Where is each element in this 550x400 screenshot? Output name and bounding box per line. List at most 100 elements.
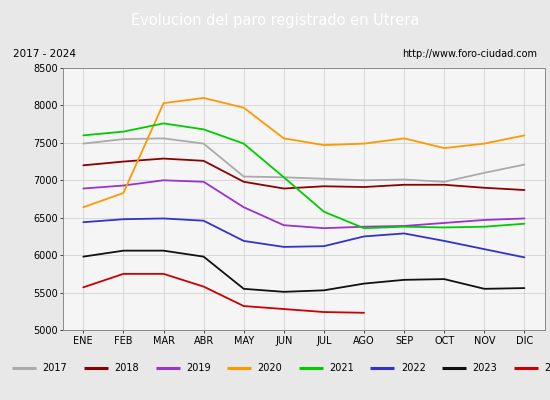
- Text: Evolucion del paro registrado en Utrera: Evolucion del paro registrado en Utrera: [131, 14, 419, 28]
- 2024: [361, 310, 367, 315]
- 2023: [521, 286, 528, 290]
- Text: 2020: 2020: [257, 363, 282, 373]
- 2019: [80, 186, 86, 191]
- 2021: [160, 121, 167, 126]
- 2018: [120, 159, 127, 164]
- 2020: [321, 143, 327, 148]
- 2022: [280, 244, 287, 249]
- 2023: [160, 248, 167, 253]
- 2023: [441, 277, 448, 282]
- 2023: [240, 286, 247, 291]
- 2017: [321, 176, 327, 181]
- 2023: [481, 286, 488, 291]
- 2017: [120, 137, 127, 142]
- 2022: [481, 247, 488, 252]
- 2017: [401, 177, 408, 182]
- 2021: [441, 225, 448, 230]
- 2022: [200, 218, 207, 223]
- 2023: [401, 278, 408, 282]
- 2022: [401, 231, 408, 236]
- 2022: [120, 217, 127, 222]
- 2022: [240, 238, 247, 243]
- 2018: [160, 156, 167, 161]
- 2021: [280, 175, 287, 180]
- 2017: [521, 162, 528, 167]
- 2019: [240, 205, 247, 210]
- 2020: [481, 141, 488, 146]
- 2017: [361, 178, 367, 183]
- 2024: [160, 272, 167, 276]
- 2018: [240, 179, 247, 184]
- 2021: [361, 226, 367, 230]
- 2021: [240, 141, 247, 146]
- Line: 2024: 2024: [83, 274, 364, 313]
- 2021: [481, 224, 488, 229]
- 2018: [200, 158, 207, 163]
- Text: 2019: 2019: [186, 363, 211, 373]
- 2024: [200, 284, 207, 289]
- 2024: [80, 285, 86, 290]
- 2024: [280, 307, 287, 312]
- Text: 2017: 2017: [43, 363, 68, 373]
- Line: 2017: 2017: [83, 138, 525, 182]
- 2019: [280, 223, 287, 228]
- 2024: [240, 304, 247, 308]
- 2023: [120, 248, 127, 253]
- 2019: [361, 224, 367, 229]
- 2022: [441, 238, 448, 243]
- Line: 2021: 2021: [83, 123, 525, 228]
- 2023: [361, 281, 367, 286]
- 2019: [200, 179, 207, 184]
- 2022: [80, 220, 86, 225]
- 2019: [521, 216, 528, 221]
- 2018: [441, 182, 448, 187]
- 2021: [321, 209, 327, 214]
- 2021: [521, 221, 528, 226]
- Line: 2019: 2019: [83, 180, 525, 228]
- 2019: [441, 220, 448, 225]
- 2020: [280, 136, 287, 141]
- 2020: [361, 141, 367, 146]
- 2017: [200, 141, 207, 146]
- 2019: [481, 218, 488, 222]
- Text: 2017 - 2024: 2017 - 2024: [13, 49, 75, 59]
- 2019: [120, 183, 127, 188]
- 2021: [200, 127, 207, 132]
- 2020: [240, 105, 247, 110]
- 2024: [120, 272, 127, 276]
- 2017: [240, 174, 247, 179]
- 2018: [401, 182, 408, 187]
- 2018: [521, 188, 528, 192]
- 2019: [160, 178, 167, 183]
- Line: 2018: 2018: [83, 158, 525, 190]
- 2023: [200, 254, 207, 259]
- 2018: [80, 163, 86, 168]
- 2017: [481, 170, 488, 175]
- Text: 2024: 2024: [544, 363, 550, 373]
- Line: 2022: 2022: [83, 218, 525, 257]
- 2017: [80, 141, 86, 146]
- 2022: [361, 234, 367, 239]
- 2023: [321, 288, 327, 293]
- Line: 2023: 2023: [83, 251, 525, 292]
- 2022: [160, 216, 167, 221]
- Text: http://www.foro-ciudad.com: http://www.foro-ciudad.com: [403, 49, 537, 59]
- 2023: [280, 290, 287, 294]
- Text: 2021: 2021: [329, 363, 354, 373]
- 2020: [521, 133, 528, 138]
- 2018: [280, 186, 287, 191]
- 2019: [401, 224, 408, 228]
- 2020: [160, 101, 167, 106]
- 2018: [481, 185, 488, 190]
- Text: 2022: 2022: [401, 363, 426, 373]
- 2018: [361, 185, 367, 190]
- 2017: [441, 179, 448, 184]
- 2018: [321, 184, 327, 189]
- 2020: [441, 146, 448, 150]
- 2017: [160, 136, 167, 141]
- 2023: [80, 254, 86, 259]
- Text: 2018: 2018: [114, 363, 139, 373]
- 2020: [80, 205, 86, 210]
- 2017: [280, 175, 287, 180]
- 2021: [80, 133, 86, 138]
